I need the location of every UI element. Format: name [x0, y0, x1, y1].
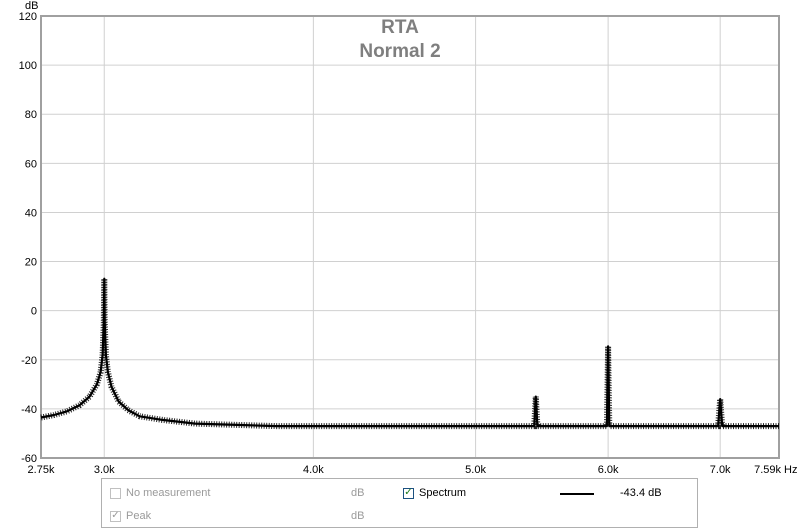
y-axis-unit-label: dB [25, 0, 38, 12]
y-tick-label: 120 [19, 11, 37, 23]
y-tick-label: 60 [25, 158, 37, 170]
x-tick-label: 5.0k [465, 464, 486, 476]
no-measurement-checkbox[interactable] [110, 487, 121, 499]
y-tick-label: 0 [31, 306, 37, 318]
x-tick-label: 7.0k [710, 464, 731, 476]
peak-label: Peak [126, 510, 152, 522]
legend-panel: No measurement dB ✓ Peak dB ✓ Spectrum -… [101, 478, 698, 528]
spectrum-value: -43.4 dB [620, 487, 662, 499]
plot-grid [41, 15, 779, 459]
y-tick-label: -60 [21, 453, 37, 465]
x-axis-unit-label: Hz [784, 464, 797, 476]
y-tick-label: -40 [21, 404, 37, 416]
y-tick-label: 20 [25, 257, 37, 269]
x-tick-label: 2.75k [28, 464, 55, 476]
legend-row-no-measurement[interactable]: No measurement [110, 485, 210, 501]
spectrum-label: Spectrum [419, 487, 467, 499]
peak-checkbox[interactable]: ✓ [110, 510, 121, 522]
chart-title: RTA [381, 17, 419, 38]
legend-row-peak[interactable]: ✓ Peak [110, 508, 151, 524]
spectrum-line-swatch [560, 493, 594, 495]
chart-subtitle: Normal 2 [359, 41, 440, 62]
series-noise-band [40, 278, 779, 430]
y-tick-label: 100 [19, 60, 37, 72]
y-tick-label: 80 [25, 109, 37, 121]
peak-unit: dB [351, 510, 365, 522]
legend-row-spectrum[interactable]: ✓ Spectrum [403, 485, 466, 501]
x-tick-label: 3.0k [94, 464, 115, 476]
rta-plot[interactable]: RTA Normal 2 dB Hz 120 100 80 60 40 20 0 -20 -40… [0, 0, 800, 478]
x-tick-label: 4.0k [303, 464, 324, 476]
plot-area-frame [40, 15, 780, 459]
spectrum-checkbox[interactable]: ✓ [403, 487, 414, 499]
series-line-spectrum [40, 277, 779, 428]
y-tick-label: -20 [21, 355, 37, 367]
no-measurement-label: No measurement [126, 487, 211, 499]
axis-ticks: 120 100 80 60 40 20 0 -20 -40 -602.75k 3.0k 4.0k 5.0… [19, 11, 782, 476]
series-layer [40, 277, 779, 430]
x-tick-label: 6.0k [598, 464, 619, 476]
no-measurement-unit: dB [351, 487, 365, 499]
x-tick-label: 7.59k [754, 464, 781, 476]
y-tick-label: 40 [25, 207, 37, 219]
